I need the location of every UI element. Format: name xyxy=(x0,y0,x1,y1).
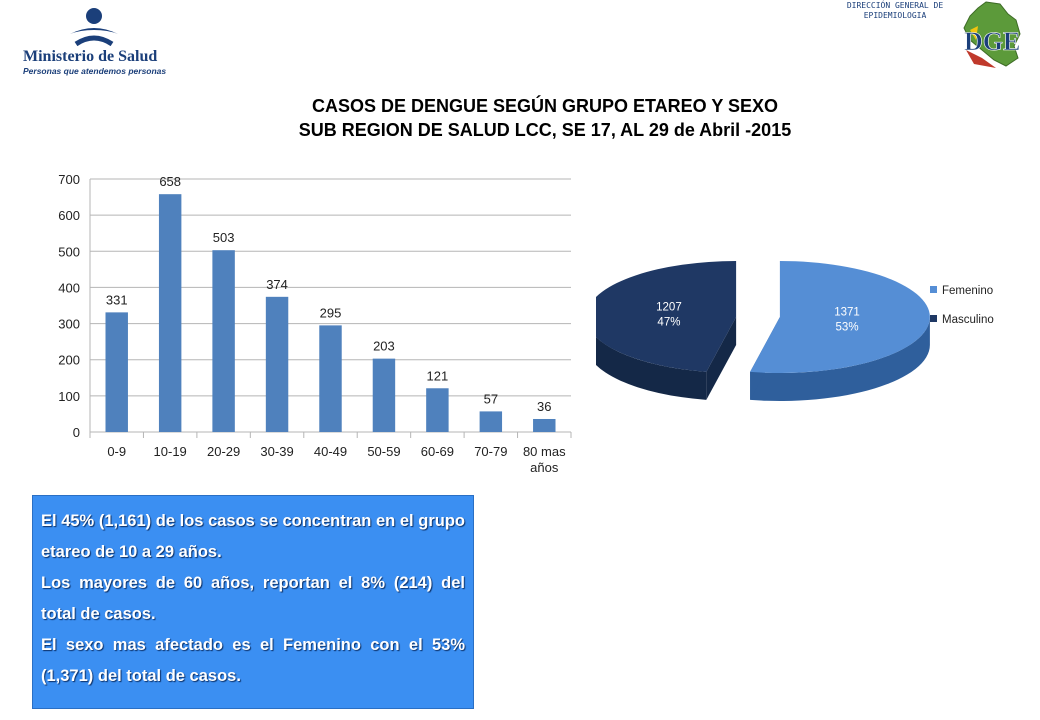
ministry-logo: Ministerio de Salud Personas que atendem… xyxy=(20,4,170,76)
dge-logo-text: DGE xyxy=(964,27,1020,56)
y-tick-label: 100 xyxy=(58,389,80,404)
x-tick-label: 0-9 xyxy=(107,444,126,459)
pie-slice-side xyxy=(596,336,707,400)
bar-value-label: 374 xyxy=(266,277,288,292)
pie-percent-label: 47% xyxy=(657,316,680,328)
x-tick-label: 40-49 xyxy=(314,444,347,459)
pie-value-label: 1207 xyxy=(656,301,682,313)
x-tick-label-line: años xyxy=(530,460,559,475)
pie-slice-wall xyxy=(706,317,737,400)
bar-value-label: 36 xyxy=(537,399,551,414)
bar-value-label: 203 xyxy=(373,339,395,354)
legend-label: Femenino xyxy=(942,285,993,297)
age-group-bar-chart: 0 100 200 300 400 500 600 700 331 0-9 658 10-19 503 2… xyxy=(58,172,572,475)
x-tick-label: 10-19 xyxy=(154,444,187,459)
legend-label: Masculino xyxy=(942,314,994,326)
y-tick-label: 300 xyxy=(58,317,80,332)
y-tick-label: 700 xyxy=(58,172,80,187)
summary-note-box: El 45% (1,161) de los casos se concentra… xyxy=(32,495,474,709)
ministry-name: Ministerio de Salud xyxy=(23,48,158,65)
bar xyxy=(319,325,342,432)
legend-swatch xyxy=(930,286,937,293)
y-tick-label: 400 xyxy=(58,280,80,295)
bar xyxy=(533,418,556,432)
x-tick-label: 20-29 xyxy=(207,444,240,459)
pie-slice xyxy=(750,261,930,373)
pie-percent-label: 53% xyxy=(836,322,859,334)
note-line-3: El sexo mas afectado es el Femenino con … xyxy=(41,636,465,685)
x-tick-label: 30-39 xyxy=(260,444,293,459)
bar xyxy=(479,411,503,432)
dge-caption-line1: DIRECCIÓN GENERAL DE xyxy=(846,1,944,10)
bar-value-label: 503 xyxy=(213,230,235,245)
bar xyxy=(158,194,182,432)
bar-value-label: 57 xyxy=(484,391,498,406)
bar-value-label: 658 xyxy=(159,174,181,189)
x-tick-label: 80 mas años xyxy=(523,444,566,475)
y-tick-label: 0 xyxy=(73,425,80,440)
pie-slice xyxy=(596,261,737,372)
peru-map-icon: DGE xyxy=(963,1,1021,68)
x-tick-label-line: 80 mas xyxy=(523,444,566,459)
page-title: CASOS DE DENGUE SEGÚN GRUPO ETAREO Y SEX… xyxy=(150,94,940,142)
bar xyxy=(372,358,396,432)
ministry-tagline: Personas que atendemos personas xyxy=(23,66,167,76)
pie-slice-side xyxy=(750,317,930,401)
legend-swatch xyxy=(930,315,937,322)
x-tick-label: 50-59 xyxy=(367,444,400,459)
ministry-emblem-icon xyxy=(70,8,118,47)
bar-value-label: 331 xyxy=(106,292,128,307)
x-tick-label: 60-69 xyxy=(421,444,454,459)
bar xyxy=(212,250,235,432)
note-line-1: El 45% (1,161) de los casos se concentra… xyxy=(41,512,465,561)
pie-value-label: 1371 xyxy=(834,307,860,319)
title-line1: CASOS DE DENGUE SEGÚN GRUPO ETAREO Y SEX… xyxy=(311,96,779,116)
bar xyxy=(265,296,289,432)
title-line2: SUB REGION DE SALUD LCC, SE 17, AL 29 de… xyxy=(298,120,792,140)
bar-value-label: 121 xyxy=(427,368,449,383)
bar-value-label: 295 xyxy=(320,305,342,320)
sex-pie-chart: 1371 53% 1207 47% Femenino Masculino xyxy=(596,261,994,401)
y-tick-label: 200 xyxy=(58,353,80,368)
y-tick-label: 600 xyxy=(58,208,80,223)
y-tick-label: 500 xyxy=(58,244,80,259)
note-line-2: Los mayores de 60 años, reportan el 8% (… xyxy=(41,574,465,623)
bar xyxy=(105,312,128,432)
dge-caption-line2: EPIDEMIOLOGIA xyxy=(863,11,927,20)
dge-caption: DIRECCIÓN GENERAL DE EPIDEMIOLOGIA xyxy=(834,1,956,21)
bar xyxy=(426,388,449,432)
dge-logo: DGE xyxy=(956,0,1028,72)
x-tick-label: 70-79 xyxy=(474,444,507,459)
